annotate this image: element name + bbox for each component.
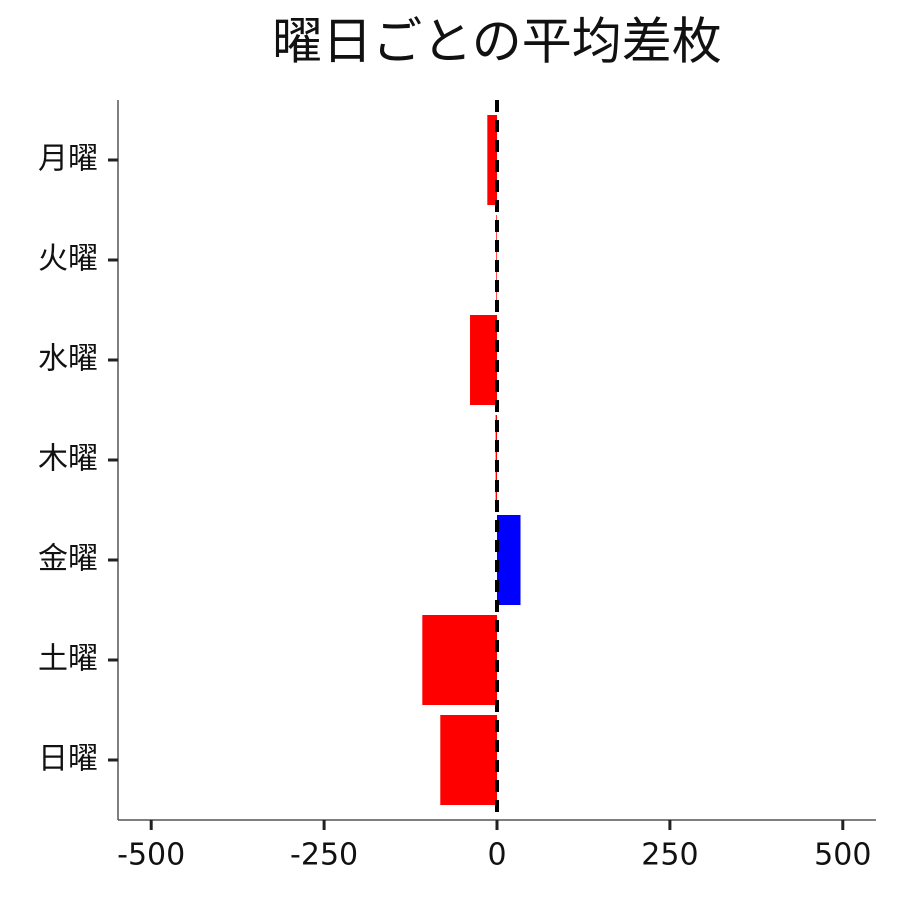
y-tick-label: 月曜 bbox=[38, 142, 98, 177]
y-tick-label: 土曜 bbox=[38, 642, 98, 677]
bar bbox=[440, 715, 497, 805]
bar bbox=[470, 315, 497, 405]
bar bbox=[497, 515, 521, 605]
bar bbox=[422, 615, 497, 705]
x-tick-label: -500 bbox=[117, 838, 185, 873]
bar bbox=[487, 115, 497, 205]
y-tick-label: 日曜 bbox=[38, 742, 98, 777]
chart-title: 曜日ごとの平均差枚 bbox=[272, 13, 722, 71]
y-tick-label: 木曜 bbox=[38, 442, 98, 477]
x-tick-label: 500 bbox=[814, 838, 871, 873]
y-tick-label: 水曜 bbox=[38, 342, 98, 377]
y-tick-label: 火曜 bbox=[38, 242, 98, 277]
x-tick-label: 250 bbox=[641, 838, 698, 873]
x-tick-label: 0 bbox=[487, 838, 506, 873]
y-tick-label: 金曜 bbox=[38, 542, 98, 577]
x-tick-label: -250 bbox=[290, 838, 358, 873]
